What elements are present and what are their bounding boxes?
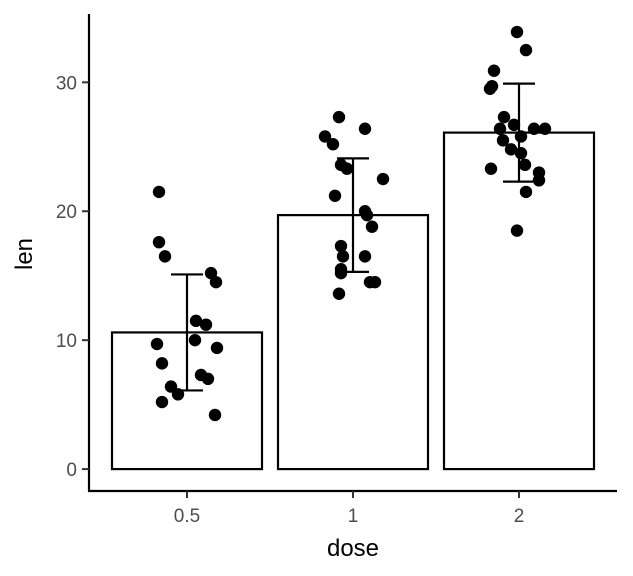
data-point-0.5 <box>201 372 215 386</box>
data-point-0.5 <box>209 275 223 289</box>
data-point-2 <box>514 130 528 143</box>
data-point-2 <box>514 147 528 160</box>
data-point-1 <box>365 220 379 233</box>
x-tick-label: 0.5 <box>174 506 200 527</box>
y-axis-title: len <box>11 238 38 270</box>
data-point-1 <box>332 110 346 124</box>
data-point-0.5 <box>152 235 166 249</box>
x-axis-title: dose <box>327 535 379 562</box>
data-point-1 <box>358 250 372 263</box>
data-point-1 <box>334 239 348 253</box>
y-tick-label: 0 <box>66 460 77 481</box>
data-point-2 <box>493 122 507 135</box>
data-point-0.5 <box>208 408 222 422</box>
data-point-2 <box>497 110 511 124</box>
data-point-0.5 <box>188 333 202 347</box>
data-point-1 <box>318 130 332 143</box>
data-point-0.5 <box>155 395 169 409</box>
data-point-2 <box>519 185 533 199</box>
data-point-0.5 <box>155 357 169 370</box>
data-point-1 <box>376 172 390 186</box>
x-tick-label: 2 <box>514 506 525 527</box>
y-tick-label: 10 <box>56 331 77 352</box>
data-point-2 <box>504 143 518 156</box>
data-point-1 <box>334 266 348 280</box>
data-point-2 <box>484 162 498 175</box>
data-point-2 <box>510 224 524 237</box>
y-tick-label: 30 <box>56 73 77 94</box>
data-point-0.5 <box>158 250 172 263</box>
data-point-2 <box>487 64 501 77</box>
data-point-1 <box>326 138 340 151</box>
data-point-2 <box>496 134 510 147</box>
y-tick-label: 20 <box>56 202 77 223</box>
data-point-0.5 <box>171 388 185 401</box>
data-point-0.5 <box>152 185 166 199</box>
data-point-1 <box>363 275 377 289</box>
data-point-2 <box>507 118 521 132</box>
x-axis-ticks: 0.5 1 2 <box>174 491 525 527</box>
data-point-1 <box>358 122 372 135</box>
data-point-2 <box>532 174 546 187</box>
data-point-1 <box>336 250 350 263</box>
data-point-2 <box>538 122 552 135</box>
data-point-1 <box>328 189 342 202</box>
data-point-0.5 <box>199 318 213 331</box>
data-point-2 <box>518 158 532 172</box>
data-point-2 <box>527 122 541 135</box>
data-point-1 <box>332 287 346 300</box>
data-point-0.5 <box>210 341 224 355</box>
x-tick-label: 1 <box>348 506 359 527</box>
data-point-0.5 <box>189 314 203 328</box>
data-point-0.5 <box>150 337 164 351</box>
bar-2 <box>442 131 596 471</box>
data-point-0.5 <box>204 266 218 280</box>
data-point-1 <box>360 208 374 222</box>
jitter-points-layer <box>150 25 552 422</box>
data-point-2 <box>483 82 497 95</box>
data-point-2 <box>510 25 524 39</box>
data-point-2 <box>519 43 533 57</box>
y-axis-ticks: 0 10 20 30 <box>56 73 89 481</box>
data-point-1 <box>340 162 354 175</box>
